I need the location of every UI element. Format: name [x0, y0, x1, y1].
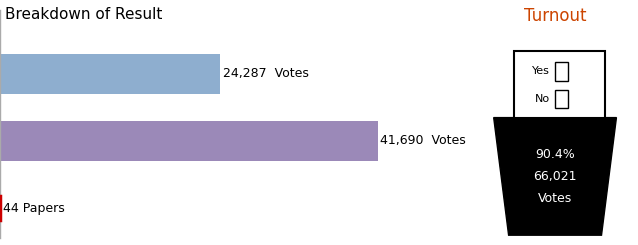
FancyBboxPatch shape: [555, 62, 568, 81]
Bar: [0, 121, 378, 161]
Text: 41,690  Votes: 41,690 Votes: [380, 135, 466, 147]
Text: Votes: Votes: [538, 192, 572, 205]
Text: Yes: Yes: [532, 66, 550, 76]
Text: 24,287  Votes: 24,287 Votes: [223, 67, 309, 80]
Text: 44 Papers: 44 Papers: [3, 202, 64, 215]
Text: 90.4%: 90.4%: [535, 148, 575, 161]
Text: Breakdown of Result: Breakdown of Result: [4, 7, 162, 22]
Text: 66,021: 66,021: [533, 170, 577, 183]
Polygon shape: [494, 118, 616, 235]
FancyBboxPatch shape: [555, 90, 568, 108]
Text: Turnout: Turnout: [524, 7, 586, 25]
Bar: [0, 54, 220, 94]
FancyBboxPatch shape: [514, 51, 605, 118]
Text: No: No: [535, 94, 550, 104]
